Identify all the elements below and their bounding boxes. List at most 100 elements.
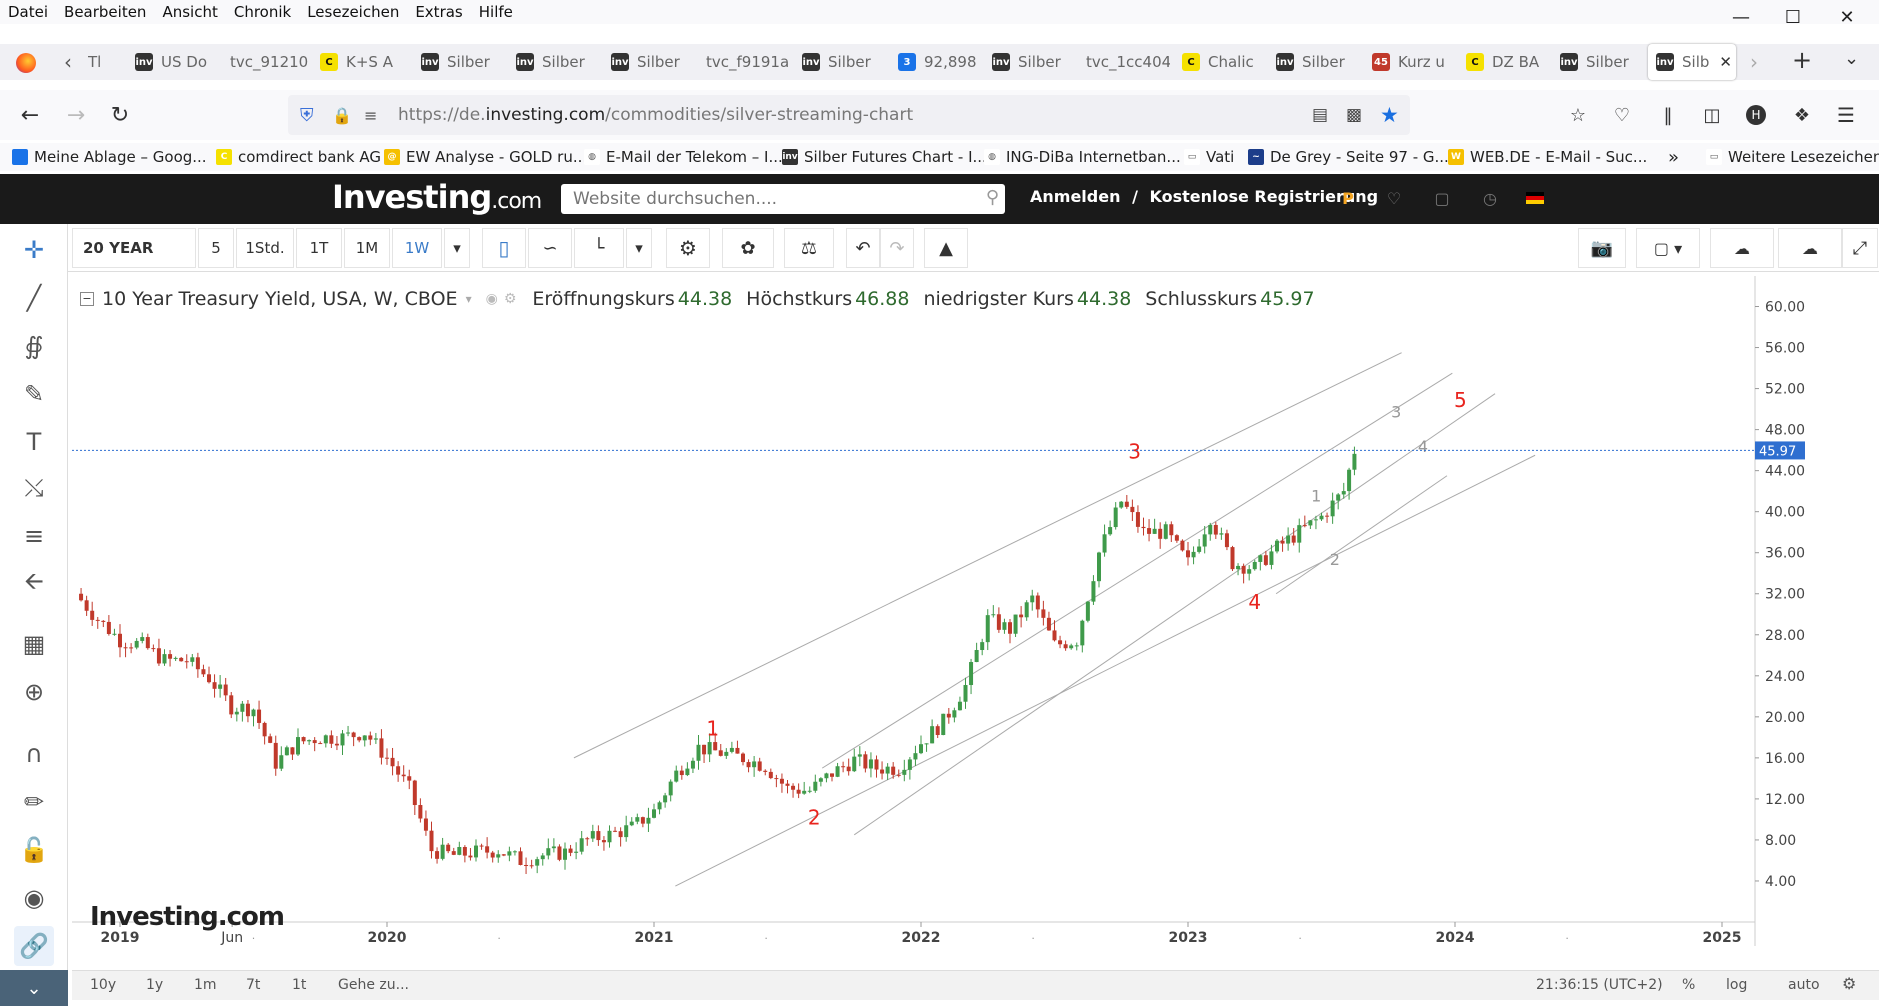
channel-line[interactable] [853,393,1496,836]
channel-line[interactable] [821,372,1453,769]
german-flag-icon[interactable] [1526,189,1546,209]
bookmark-star-icon[interactable]: ★ [1380,103,1399,127]
back-arrow-icon[interactable]: 🡨 [24,566,44,595]
load-cloud-icon[interactable]: ☁ [1710,228,1774,268]
interval-1h[interactable]: 1Std. [236,228,294,268]
clock-icon[interactable]: ◷ [1483,189,1497,208]
site-search[interactable]: ⚲ [561,184,1005,214]
bookmark-item[interactable]: ◍ ING-DiBa Internetban... [984,143,1181,171]
bookmark-item[interactable]: W WEB.DE - E-Mail - Suc... [1448,143,1647,171]
url-bar[interactable]: ⛨ 🔒 ≡ https://de.investing.com/commoditi… [288,95,1410,135]
browser-tab[interactable]: 3 92,898 [898,44,982,80]
range-10y[interactable]: 10y [90,977,117,993]
range-1m[interactable]: 1m [194,977,217,993]
range-7t[interactable]: 7t [246,977,261,993]
menu-item-ansicht[interactable]: Ansicht [162,3,218,21]
auto-toggle[interactable]: auto [1788,977,1820,993]
brush-icon[interactable]: ✎ [23,380,45,408]
pocket-save-icon[interactable]: ☆ [1569,104,1587,126]
indicators-icon[interactable]: ✿ [722,228,774,268]
menu-item-extras[interactable]: Extras [415,3,463,21]
camera-icon[interactable]: 📷 [1578,228,1626,268]
browser-tab[interactable]: inv US Do [135,44,219,80]
bookmark-item[interactable]: ~ De Grey - Seite 97 - G... [1248,143,1449,171]
interval-dropdown-icon[interactable]: ▾ [444,228,470,268]
drawing-mode-icon[interactable]: ✏ [23,788,45,816]
lock-icon[interactable]: 🔒 [332,105,352,125]
browser-tab[interactable]: inv Silber [611,44,695,80]
measure-icon[interactable]: ≡ [23,522,45,550]
notification-bell-icon[interactable]: ♡ [1386,189,1402,208]
percent-toggle[interactable]: % [1682,977,1696,993]
permissions-icon[interactable]: ≡ [364,105,378,125]
bookmark-item[interactable]: @ EW Analyse - GOLD ru... [384,143,587,171]
link-icon[interactable]: 🔗 [14,926,54,966]
search-icon[interactable]: ⚲ [985,187,999,208]
chart-settings-icon[interactable]: ⚙ [1842,974,1857,993]
redo-icon[interactable]: ↷ [880,228,914,268]
library-icon[interactable]: ‖ [1663,104,1673,126]
long-position-icon[interactable]: ▦ [22,630,46,658]
tab-close-icon[interactable]: ✕ [1719,53,1732,71]
trendline-icon[interactable]: ╱ [26,284,42,312]
template-icon[interactable]: ▢ ▾ [1636,228,1700,268]
bookmark-item[interactable]: Meine Ablage – Goog... [12,143,207,171]
reload-icon[interactable]: ↻ [110,102,130,128]
collapse-panel-icon[interactable]: ⌄ [0,970,68,1006]
text-tool-icon[interactable]: T [26,428,42,456]
magnet-icon[interactable]: ∩ [25,740,43,768]
reader-view-icon[interactable]: ▤ [1312,105,1329,125]
account-icon[interactable]: H [1736,90,1776,140]
browser-tab[interactable]: C Chalic [1182,44,1266,80]
browser-tab[interactable]: inv Silber [421,44,505,80]
tab-scroll-left-icon[interactable]: ‹ [64,50,72,74]
new-tab-icon[interactable]: + [1792,46,1813,74]
pocket-icon[interactable]: ♡ [1613,104,1631,126]
more-bookmarks-icon[interactable]: » [1668,146,1680,168]
interval-1d[interactable]: 1T [296,228,342,268]
line-chart-icon[interactable]: ∽ [528,228,572,268]
interval-1m[interactable]: 1M [344,228,390,268]
bookmark-item[interactable]: ▭ Weitere Lesezeichen [1706,143,1879,171]
menu-item-datei[interactable]: Datei [8,3,49,21]
settings-gear-icon[interactable]: ⚙ [666,228,710,268]
interval-1w[interactable]: 1W [392,228,442,268]
legend-eye-icon[interactable]: ◉ [485,291,498,307]
interval-5[interactable]: 5 [198,228,234,268]
bar-style-icon[interactable]: └ [574,228,624,268]
alert-icon[interactable]: ▲ [924,228,968,268]
compare-icon[interactable]: ⚖ [784,228,834,268]
browser-tab[interactable]: 45 Kurz u [1372,44,1456,80]
minimize-icon[interactable]: — [1732,6,1750,28]
lock-drawings-icon[interactable]: 🔓 [19,836,49,864]
browser-tab[interactable]: tvc_1cc404 [1086,44,1170,80]
bookmark-item[interactable]: inv Silber Futures Chart - I... [782,143,987,171]
bookmark-item[interactable]: ◍ E-Mail der Telekom – I... [584,143,783,171]
pro-icon[interactable]: P [1342,189,1354,208]
crosshair-icon[interactable]: ✛ [23,236,45,264]
forward-icon[interactable]: → [66,102,86,128]
save-cloud-icon[interactable]: ☁ [1778,228,1842,268]
back-icon[interactable]: ← [20,102,40,128]
browser-tab[interactable]: C DZ BA [1466,44,1550,80]
login-link[interactable]: Anmelden [1030,187,1121,206]
site-search-input[interactable] [561,184,961,214]
pitchfork-icon[interactable]: ∯ [24,332,44,360]
menu-item-bearbeiten[interactable]: Bearbeiten [64,3,147,21]
extensions-icon[interactable]: ❖ [1793,104,1811,126]
url-text[interactable]: https://de.investing.com/commodities/sil… [398,105,914,125]
channel-line[interactable] [1275,475,1448,595]
channel-line[interactable] [573,352,1402,759]
browser-tab[interactable]: inv Silb ✕ [1648,44,1736,80]
register-link[interactable]: Kostenlose Registrierung [1149,187,1379,206]
range-1t[interactable]: 1t [292,977,307,993]
goto-date[interactable]: Gehe zu... [338,977,409,993]
browser-tab[interactable]: tvc_91210 [230,44,314,80]
tab-list-icon[interactable]: ⌄ [1844,48,1860,69]
browser-tab[interactable]: inv Silber [802,44,886,80]
browser-tab[interactable]: inv Silber [992,44,1076,80]
tab-scroll-right-icon[interactable]: › [1750,50,1758,74]
browser-tab[interactable]: Tl [88,44,118,80]
